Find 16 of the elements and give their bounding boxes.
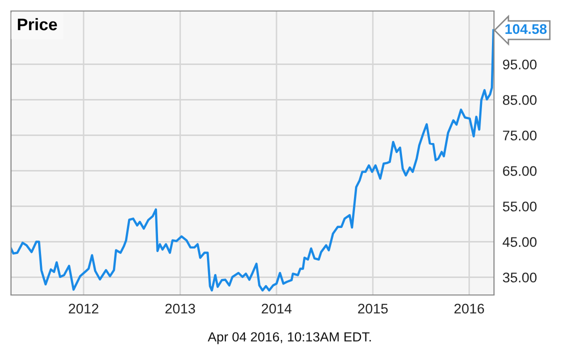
x-tick-label: 2016 bbox=[454, 304, 484, 314]
x-tick-label: 2015 bbox=[358, 304, 388, 314]
y-tick-label: 55.00 bbox=[502, 202, 537, 212]
chart-title: Price bbox=[18, 18, 57, 30]
y-tick-label: 45.00 bbox=[502, 237, 537, 247]
y-tick-label: 65.00 bbox=[503, 166, 537, 176]
y-tick-label: 85.00 bbox=[502, 95, 537, 105]
text: Apr 04 2016, 10:13AM EDT. bbox=[208, 332, 371, 344]
x-tick-label: 2012 bbox=[68, 304, 98, 314]
line-series bbox=[11, 29, 494, 292]
y-tick-label: 95.00 bbox=[502, 60, 537, 70]
x-tick-label: 2014 bbox=[262, 304, 292, 314]
annotation: 104.58 bbox=[505, 24, 547, 34]
x-tick-label: 2013 bbox=[165, 304, 196, 314]
y-tick-label: 75.00 bbox=[503, 130, 537, 140]
y-tick-label: 35.00 bbox=[502, 272, 537, 282]
